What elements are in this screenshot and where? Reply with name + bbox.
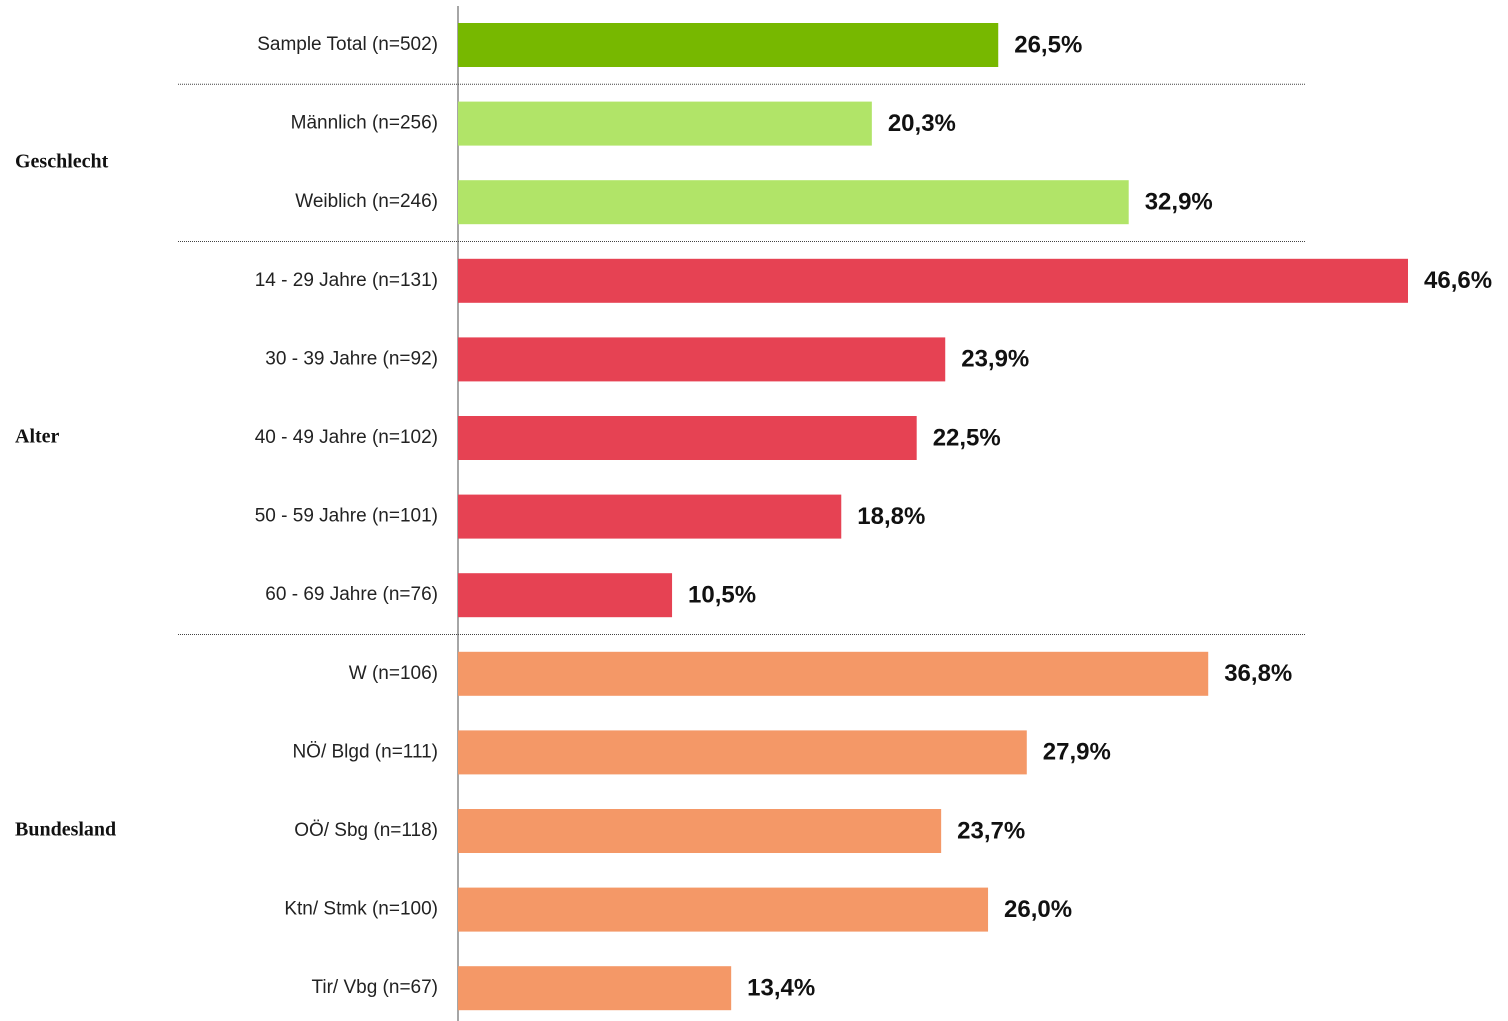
category-label: Weiblich (n=246) xyxy=(295,191,438,212)
value-label: 22,5% xyxy=(933,424,1001,451)
category-label: 14 - 29 Jahre (n=131) xyxy=(255,270,438,291)
value-label: 27,9% xyxy=(1043,739,1111,766)
value-label: 13,4% xyxy=(747,975,815,1002)
category-label: Sample Total (n=502) xyxy=(257,34,438,55)
category-label: 40 - 49 Jahre (n=102) xyxy=(255,427,438,448)
category-label: Ktn/ Stmk (n=100) xyxy=(284,899,438,920)
bar xyxy=(458,258,1408,303)
value-label: 46,6% xyxy=(1424,267,1492,294)
category-label: Tir/ Vbg (n=67) xyxy=(311,977,438,998)
bar xyxy=(458,23,999,67)
category-label: Männlich (n=256) xyxy=(291,113,438,134)
bar xyxy=(458,966,732,1011)
value-label: 10,5% xyxy=(688,582,756,609)
category-label: 50 - 59 Jahre (n=101) xyxy=(255,506,438,527)
value-label: 23,9% xyxy=(961,346,1029,373)
bar xyxy=(458,494,842,539)
group-label: Bundesland xyxy=(15,819,116,841)
category-label: OÖ/ Sbg (n=118) xyxy=(294,820,438,841)
category-label: 60 - 69 Jahre (n=76) xyxy=(265,584,438,605)
value-label: 18,8% xyxy=(857,503,925,530)
bar xyxy=(458,573,673,618)
bar xyxy=(458,101,872,146)
bar xyxy=(458,180,1129,225)
category-label: W (n=106) xyxy=(349,663,438,684)
bar xyxy=(458,651,1209,696)
value-label: 20,3% xyxy=(888,110,956,137)
value-label: 23,7% xyxy=(957,817,1025,844)
group-label: Alter xyxy=(15,426,60,448)
value-label: 32,9% xyxy=(1145,189,1213,216)
value-label: 36,8% xyxy=(1224,660,1292,687)
bar xyxy=(458,730,1027,775)
bar xyxy=(458,887,989,932)
category-label: 30 - 39 Jahre (n=92) xyxy=(265,348,438,369)
bar xyxy=(458,416,917,460)
bar xyxy=(458,809,942,853)
group-label: Geschlecht xyxy=(15,150,109,172)
category-label: NÖ/ Blgd (n=111) xyxy=(292,741,438,762)
value-label: 26,5% xyxy=(1014,31,1082,58)
bar xyxy=(458,337,946,382)
value-label: 26,0% xyxy=(1004,896,1072,923)
